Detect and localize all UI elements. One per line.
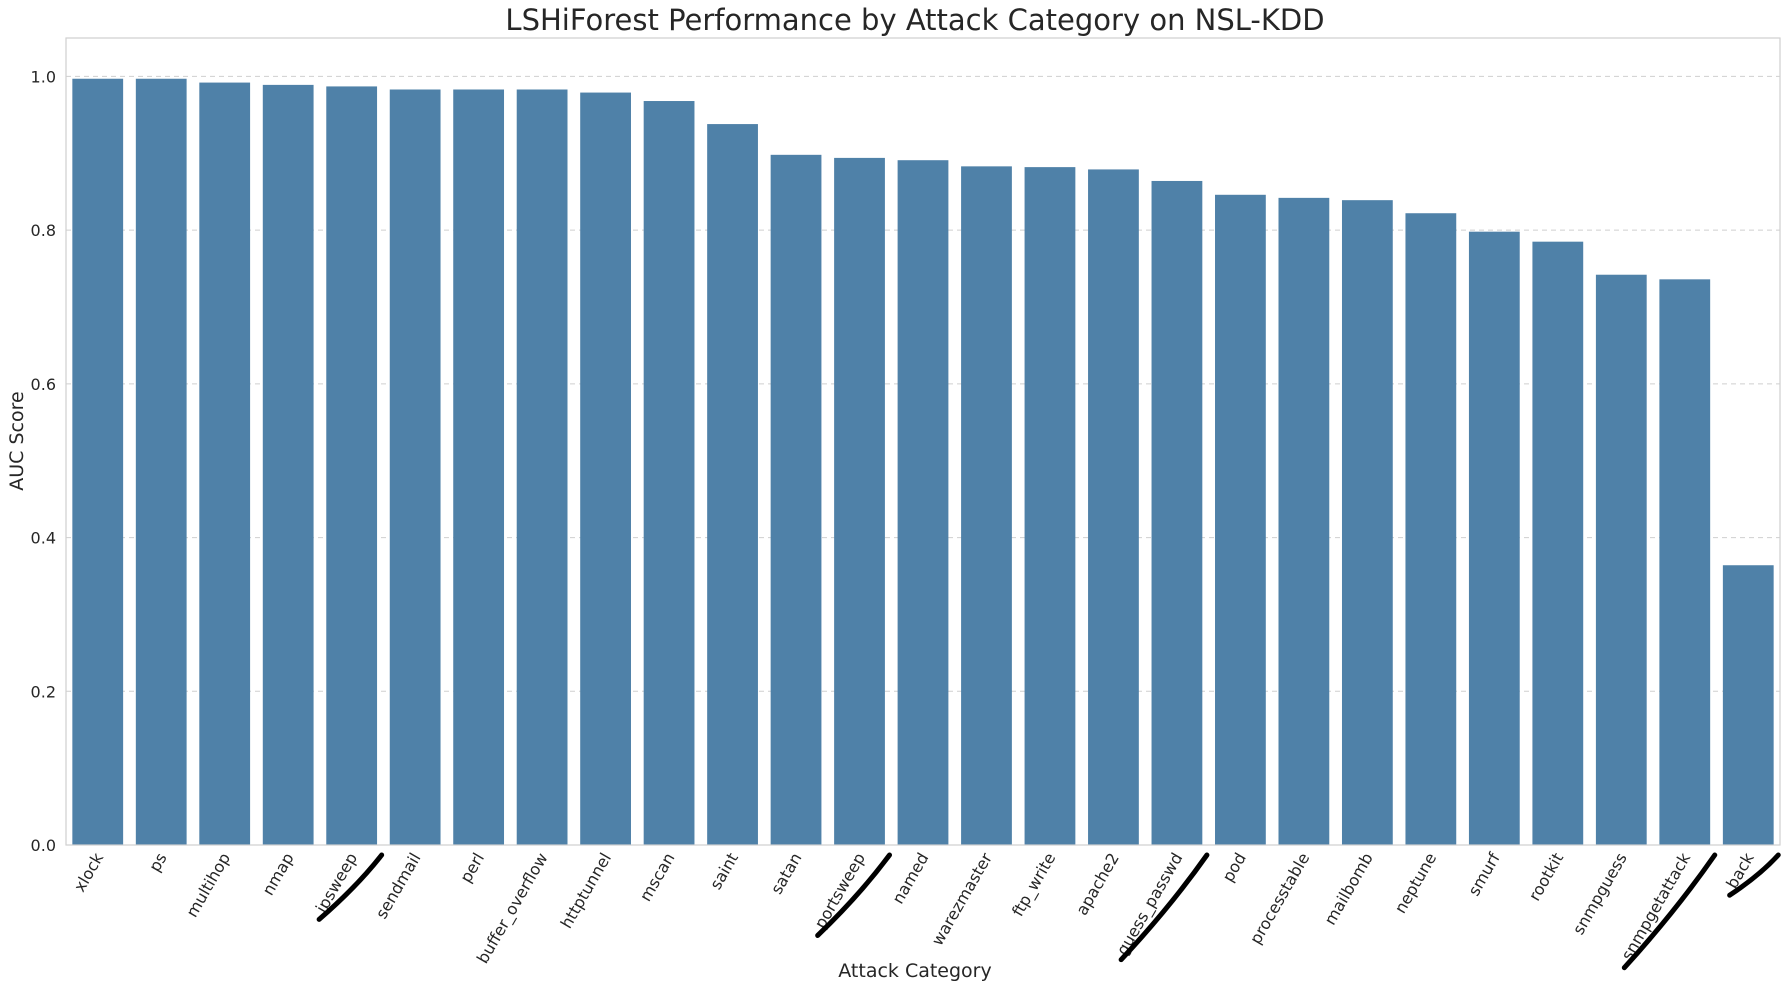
bar-ps [135, 78, 187, 846]
bar-nmap [262, 84, 314, 845]
bar-snmpguess [1595, 274, 1647, 846]
bar-portsweep [834, 157, 885, 845]
x-tick-label: pod [1218, 850, 1250, 886]
y-tick-label: 0.8 [31, 221, 56, 240]
y-tick-label: 0.6 [31, 375, 56, 394]
bar-mscan [643, 101, 695, 846]
bar-warezmaster [961, 166, 1012, 845]
x-tick-label: buffer_overflow [473, 850, 553, 968]
x-tick-label: saint [706, 850, 742, 893]
x-tick-label: neptune [1391, 850, 1441, 917]
bar-multihop [199, 82, 251, 845]
y-tick-label: 1.0 [31, 67, 56, 86]
bar-sendmail [389, 89, 441, 846]
bar-ftp_write [1024, 167, 1076, 845]
x-tick-label: ftp_write [1008, 850, 1060, 921]
y-tick-label: 0.4 [31, 529, 56, 548]
y-tick-label: 0.0 [31, 836, 56, 855]
strike-mark-portsweep [815, 852, 893, 938]
bar-processtable [1278, 197, 1330, 845]
x-tick-label: snmpguess [1569, 850, 1631, 938]
x-tick-label: smurf [1464, 849, 1504, 899]
bar-named [897, 160, 949, 845]
bar-satan [770, 154, 822, 845]
bar-pod [1215, 194, 1266, 845]
bar-snmpgetattack [1659, 279, 1711, 845]
bar-buffer_overflow [516, 89, 568, 846]
x-axis-ticks: xlock ps multihop nmap ipsweep sendmail perlbu… [70, 849, 1758, 967]
strike-mark-snmpgetattack [1621, 852, 1718, 971]
strike-mark-ipsweep [316, 852, 385, 922]
x-tick-label: perl [456, 850, 488, 886]
y-axis-label: AUC Score [6, 391, 28, 490]
x-tick-label: satan [767, 850, 806, 898]
bar-rootkit [1532, 241, 1584, 845]
x-tick-label: guess_passwd [1113, 850, 1188, 959]
x-tick-label: multihop [182, 850, 234, 921]
x-axis-label: Attack Category [838, 960, 991, 982]
x-tick-label: warezmaster [928, 849, 997, 949]
x-tick-label: ps [145, 850, 171, 876]
x-tick-label: mailbomb [1320, 850, 1376, 929]
bar-back [1722, 565, 1774, 845]
bar-perl [453, 89, 505, 846]
strike-mark-guess_passwd [1118, 852, 1210, 963]
bar-saint [707, 124, 758, 845]
bar-ipsweep [326, 86, 378, 846]
x-tick-label: apache2 [1072, 850, 1123, 919]
plot-frame [65, 37, 1781, 846]
x-tick-label: mscan [636, 850, 679, 905]
y-axis-ticks: 0.0 0.2 0.4 0.6 0.8 1.0 [31, 67, 56, 855]
x-tick-label: nmap [258, 850, 297, 899]
bar-smurf [1468, 231, 1520, 845]
bar-guess_passwd [1151, 180, 1203, 845]
bar-mailbomb [1341, 200, 1393, 845]
bar-apache2 [1088, 169, 1139, 845]
bar-neptune [1405, 213, 1457, 846]
x-tick-label: xlock [70, 849, 108, 895]
chart-title: LSHiForest Performance by Attack Categor… [505, 3, 1324, 37]
bar-xlock [72, 78, 124, 846]
bar-httptunnel [580, 92, 631, 845]
x-tick-label: snmpgetattack [1617, 849, 1694, 964]
y-tick-label: 0.2 [31, 682, 56, 701]
x-tick-label: httptunnel [557, 850, 615, 932]
strike-mark-back [1727, 852, 1781, 898]
x-tick-label: processtable [1246, 850, 1313, 948]
x-tick-label: rootkit [1525, 850, 1567, 905]
x-tick-label: named [888, 850, 932, 908]
hand-drawn-marks [316, 852, 1781, 971]
bars [72, 78, 1774, 846]
